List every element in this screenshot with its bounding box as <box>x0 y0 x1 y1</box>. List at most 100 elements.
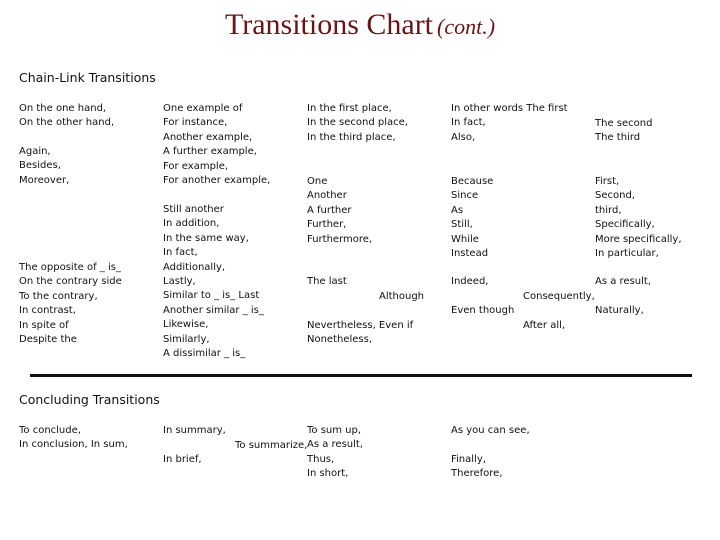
transition-phrase: Instead <box>451 248 489 260</box>
transition-phrase: As you can see, <box>451 425 530 436</box>
chain-col2-group-b: Still another In addition, In the same way… <box>163 203 264 361</box>
transition-phrase: Nonetheless, <box>307 334 373 346</box>
transition-phrase: In particular, <box>595 248 659 260</box>
concluding-to-summarize: To summarize, <box>235 440 308 451</box>
chain-col3-group-c: The last <box>307 275 347 289</box>
transition-phrase: On the contrary side <box>19 276 122 288</box>
chain-col5-group-b: First, Second, third, Specifically, More spe… <box>595 175 682 261</box>
transition-phrase: In spite of <box>19 319 69 331</box>
concluding-col3: To sum up, As a result, Thus, In short, <box>307 424 363 482</box>
transition-phrase: While <box>451 233 479 245</box>
transition-phrase: For example, <box>163 160 229 172</box>
chain-col4-group-a: In other words The first In fact, Also, <box>451 102 568 145</box>
section-divider <box>30 374 692 377</box>
concluding-col4-group-a: As you can see, <box>451 424 530 438</box>
transition-phrase: Also, <box>451 131 476 143</box>
transition-phrase: In other words The first <box>451 103 568 114</box>
transition-phrase: In fact, <box>163 247 198 259</box>
transition-phrase: Another similar _ is_ <box>163 304 264 316</box>
concluding-col1: To conclude, In conclusion, In sum, <box>19 424 128 453</box>
transition-phrase: In short, <box>307 468 349 480</box>
chain-col3-group-b: One Another A further Further, Furthermore, <box>307 175 372 247</box>
transition-phrase: Even though <box>451 305 515 316</box>
transition-phrase: Another example, <box>163 131 253 143</box>
transition-phrase: More specifically, <box>595 233 682 245</box>
chain-col5-group-d: Naturally, <box>595 304 644 318</box>
transition-phrase: On the one hand, <box>19 103 107 114</box>
chain-col3-group-a: In the first place, In the second place, I… <box>307 102 408 145</box>
transition-phrase: Additionally, <box>163 261 226 273</box>
transition-phrase: The last <box>307 276 347 287</box>
transition-phrase: Thus, <box>307 453 335 465</box>
transition-phrase: Because <box>451 176 494 187</box>
transition-phrase: Still another <box>163 204 224 215</box>
chain-col5-group-c: As a result, <box>595 275 651 289</box>
transition-phrase: In the second place, <box>307 117 408 129</box>
chain-col3-group-d: Nevertheless, Even if Nonetheless, <box>307 319 413 348</box>
concluding-col4-group-b: Finally, Therefore, <box>451 453 503 482</box>
transition-phrase: A dissimilar _ is_ <box>163 348 246 360</box>
transition-phrase: third, <box>595 204 622 216</box>
transition-phrase: Moreover, <box>19 174 70 186</box>
transition-phrase: For instance, <box>163 117 228 129</box>
transition-phrase: Finally, <box>451 454 486 465</box>
chain-col1-group-b: Again, Besides, Moreover, <box>19 145 69 188</box>
transition-phrase: In fact, <box>451 117 486 129</box>
transition-phrase: To the contrary, <box>19 290 98 302</box>
transition-phrase: Another <box>307 190 347 202</box>
transition-phrase: For another example, <box>163 175 271 187</box>
transition-phrase: First, <box>595 176 620 187</box>
chain-col4-consequently: Consequently, <box>523 291 595 302</box>
chain-col4-group-b: Because Since As Still, While Instead <box>451 175 493 261</box>
transition-phrase: Still, <box>451 219 473 231</box>
transition-phrase: In addition, <box>163 218 220 230</box>
transition-phrase: In conclusion, In sum, <box>19 439 128 451</box>
transition-phrase: To conclude, <box>19 425 81 436</box>
transition-phrase: Again, <box>19 146 51 157</box>
transition-phrase: One example of <box>163 103 243 114</box>
transition-phrase: Furthermore, <box>307 233 373 245</box>
transition-phrase: As a result, <box>595 276 652 287</box>
chain-col1-group-c: The opposite of _ is_ On the contrary sid… <box>19 261 122 347</box>
transition-phrase: As a result, <box>307 439 364 451</box>
chain-col4-group-c: Indeed, <box>451 275 488 289</box>
transition-phrase: In the same way, <box>163 232 249 244</box>
transition-phrase: In the third place, <box>307 131 396 143</box>
transition-phrase: A further example, <box>163 146 257 158</box>
chain-col2-group-a: One example of For instance, Another examp… <box>163 102 270 188</box>
transition-phrase: Indeed, <box>451 276 489 287</box>
page-title: Transitions Chart (cont.) <box>0 8 720 42</box>
transition-phrase: The second <box>595 118 653 129</box>
transition-phrase: Second, <box>595 190 635 202</box>
chain-col4-group-d: Even though <box>451 304 514 318</box>
transition-phrase: Besides, <box>19 160 61 172</box>
title-main: Transitions Chart <box>224 8 434 41</box>
transition-phrase: In contrast, <box>19 305 76 317</box>
chain-col4-after-all: After all, <box>523 320 566 331</box>
transition-phrase: The opposite of _ is_ <box>19 262 121 273</box>
transition-phrase: On the other hand, <box>19 117 115 129</box>
transition-phrase: Nevertheless, Even if <box>307 320 414 331</box>
transition-phrase: In the first place, <box>307 103 392 114</box>
transition-phrase: Since <box>451 190 479 202</box>
concluding-col2-group-a: In summary, <box>163 424 226 438</box>
transition-phrase: Likewise, <box>163 319 209 331</box>
transition-phrase: Therefore, <box>451 468 503 480</box>
transition-phrase: Naturally, <box>595 305 644 316</box>
transition-phrase: A further <box>307 204 352 216</box>
transition-phrase: As <box>451 204 464 216</box>
transition-phrase: The third <box>595 132 641 144</box>
chain-col3-although: Although <box>379 291 425 302</box>
transition-phrase: One <box>307 176 328 187</box>
chain-col5-group-a: The second The third <box>595 117 652 146</box>
transition-phrase: Similar to _ is_ Last <box>163 290 260 302</box>
concluding-col2-group-b: In brief, <box>163 453 202 467</box>
transition-phrase: Specifically, <box>595 219 655 231</box>
transition-phrase: In summary, <box>163 425 226 436</box>
transition-phrase: Further, <box>307 219 347 231</box>
transition-phrase: Lastly, <box>163 276 196 288</box>
transition-phrase: To sum up, <box>307 425 362 436</box>
transition-phrase: Despite the <box>19 334 77 346</box>
concluding-heading: Concluding Transitions <box>19 392 160 407</box>
transition-phrase: In brief, <box>163 454 202 465</box>
